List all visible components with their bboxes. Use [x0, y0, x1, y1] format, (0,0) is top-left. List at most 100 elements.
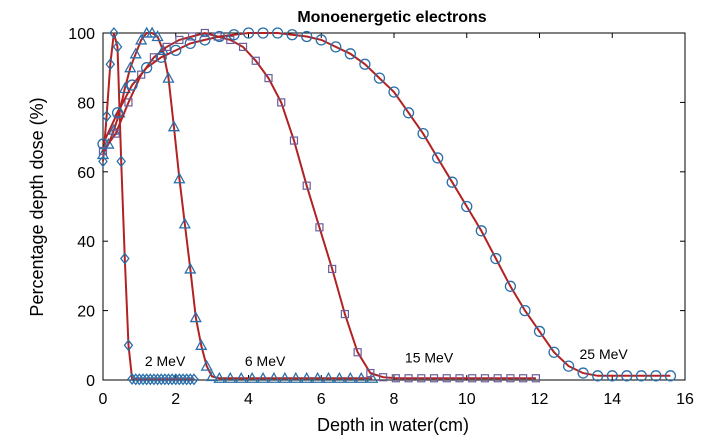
- circle-marker: [650, 370, 662, 382]
- circle-marker: [359, 58, 371, 70]
- square-marker: [188, 32, 197, 41]
- triangle-marker: [162, 71, 175, 83]
- series-line-triangle: [102, 32, 373, 380]
- y-tick-label: 80: [77, 95, 95, 112]
- square-marker: [251, 56, 260, 65]
- circle-marker: [199, 34, 211, 46]
- circle-marker: [461, 200, 473, 213]
- square-marker: [238, 42, 248, 51]
- diamond-marker: [130, 373, 141, 386]
- diamond-marker: [163, 373, 174, 386]
- diamond-marker: [112, 40, 123, 53]
- x-tick-label: 8: [390, 391, 399, 408]
- diamond-marker: [123, 339, 134, 352]
- energy-annotation: 25 MeV: [580, 346, 629, 362]
- circle-marker: [664, 370, 677, 382]
- circle-marker: [330, 41, 342, 53]
- triangle-marker: [184, 262, 197, 274]
- series-line-diamond: [102, 32, 194, 381]
- circle-marker: [621, 370, 633, 382]
- triangle-marker: [366, 371, 379, 383]
- triangle-marker: [267, 371, 281, 383]
- triangle-marker: [224, 371, 237, 383]
- triangle-marker: [124, 61, 137, 73]
- triangle-marker: [333, 371, 346, 383]
- triangle-marker: [102, 137, 115, 149]
- circle-marker: [417, 127, 429, 140]
- plot-frame: [102, 32, 686, 381]
- diamond-marker: [170, 373, 181, 386]
- diamond-marker: [185, 373, 196, 386]
- diamond-marker: [138, 373, 148, 386]
- diamond-marker: [167, 373, 177, 386]
- triangle-marker: [135, 33, 148, 45]
- x-tick-label: 2: [171, 391, 180, 408]
- circle-marker: [431, 152, 444, 164]
- triangle-marker: [189, 311, 202, 323]
- circle-marker: [242, 27, 255, 39]
- square-marker: [531, 374, 540, 383]
- triangle-marker: [200, 359, 213, 371]
- y-axis-label: Percentage depth dose (%): [27, 97, 47, 316]
- square-marker: [493, 374, 502, 383]
- energy-annotation: 6 MeV: [245, 353, 286, 369]
- square-marker: [480, 374, 490, 383]
- circle-marker: [533, 325, 546, 338]
- circle-marker: [606, 370, 618, 382]
- circle-marker: [446, 176, 458, 188]
- square-marker: [200, 28, 209, 38]
- square-marker: [328, 264, 337, 274]
- triangle-marker: [178, 217, 191, 229]
- triangle-marker: [206, 370, 219, 382]
- square-marker: [506, 374, 515, 383]
- y-tick-label: 0: [86, 373, 95, 390]
- diamond-marker: [174, 373, 185, 386]
- circle-marker: [519, 304, 531, 317]
- square-marker: [468, 374, 477, 383]
- diamond-marker: [152, 373, 163, 386]
- triangle-marker: [246, 371, 259, 383]
- chart-title: Monoenergetic electrons: [297, 9, 486, 26]
- circle-marker: [344, 48, 357, 60]
- triangle-marker: [300, 371, 313, 383]
- y-tick-label: 40: [77, 234, 95, 251]
- circle-marker: [213, 30, 226, 43]
- x-tick-label: 6: [317, 391, 326, 408]
- circle-marker: [562, 360, 575, 372]
- square-marker: [124, 98, 133, 107]
- circle-marker: [490, 252, 502, 265]
- square-marker: [175, 35, 184, 45]
- series-line-circle: [102, 32, 671, 377]
- circle-marker: [155, 51, 167, 63]
- square-marker: [391, 374, 400, 383]
- diamond-marker: [141, 373, 152, 386]
- circle-marker: [140, 62, 153, 74]
- triangle-marker: [278, 371, 291, 383]
- triangle-marker: [167, 120, 181, 132]
- triangle-marker: [195, 338, 208, 350]
- diamond-marker: [119, 252, 130, 265]
- diamond-marker: [101, 110, 112, 123]
- square-marker: [366, 368, 375, 378]
- triangle-marker: [256, 371, 270, 383]
- series-line-square: [102, 31, 536, 380]
- diamond-marker: [145, 373, 156, 386]
- energy-annotation: 15 MeV: [405, 350, 454, 366]
- circle-marker: [301, 30, 313, 43]
- circle-marker: [170, 44, 182, 56]
- x-tick-label: 14: [603, 391, 621, 408]
- square-marker: [277, 98, 286, 107]
- circle-marker: [97, 138, 109, 150]
- square-marker: [417, 374, 426, 383]
- square-marker: [353, 348, 362, 357]
- circle-marker: [548, 346, 560, 358]
- circle-marker: [373, 72, 386, 84]
- diamond-marker: [181, 373, 192, 386]
- circle-marker: [475, 225, 487, 237]
- square-marker: [302, 181, 311, 190]
- diamond-marker: [189, 373, 199, 386]
- square-marker: [442, 374, 451, 383]
- circle-marker: [592, 370, 604, 382]
